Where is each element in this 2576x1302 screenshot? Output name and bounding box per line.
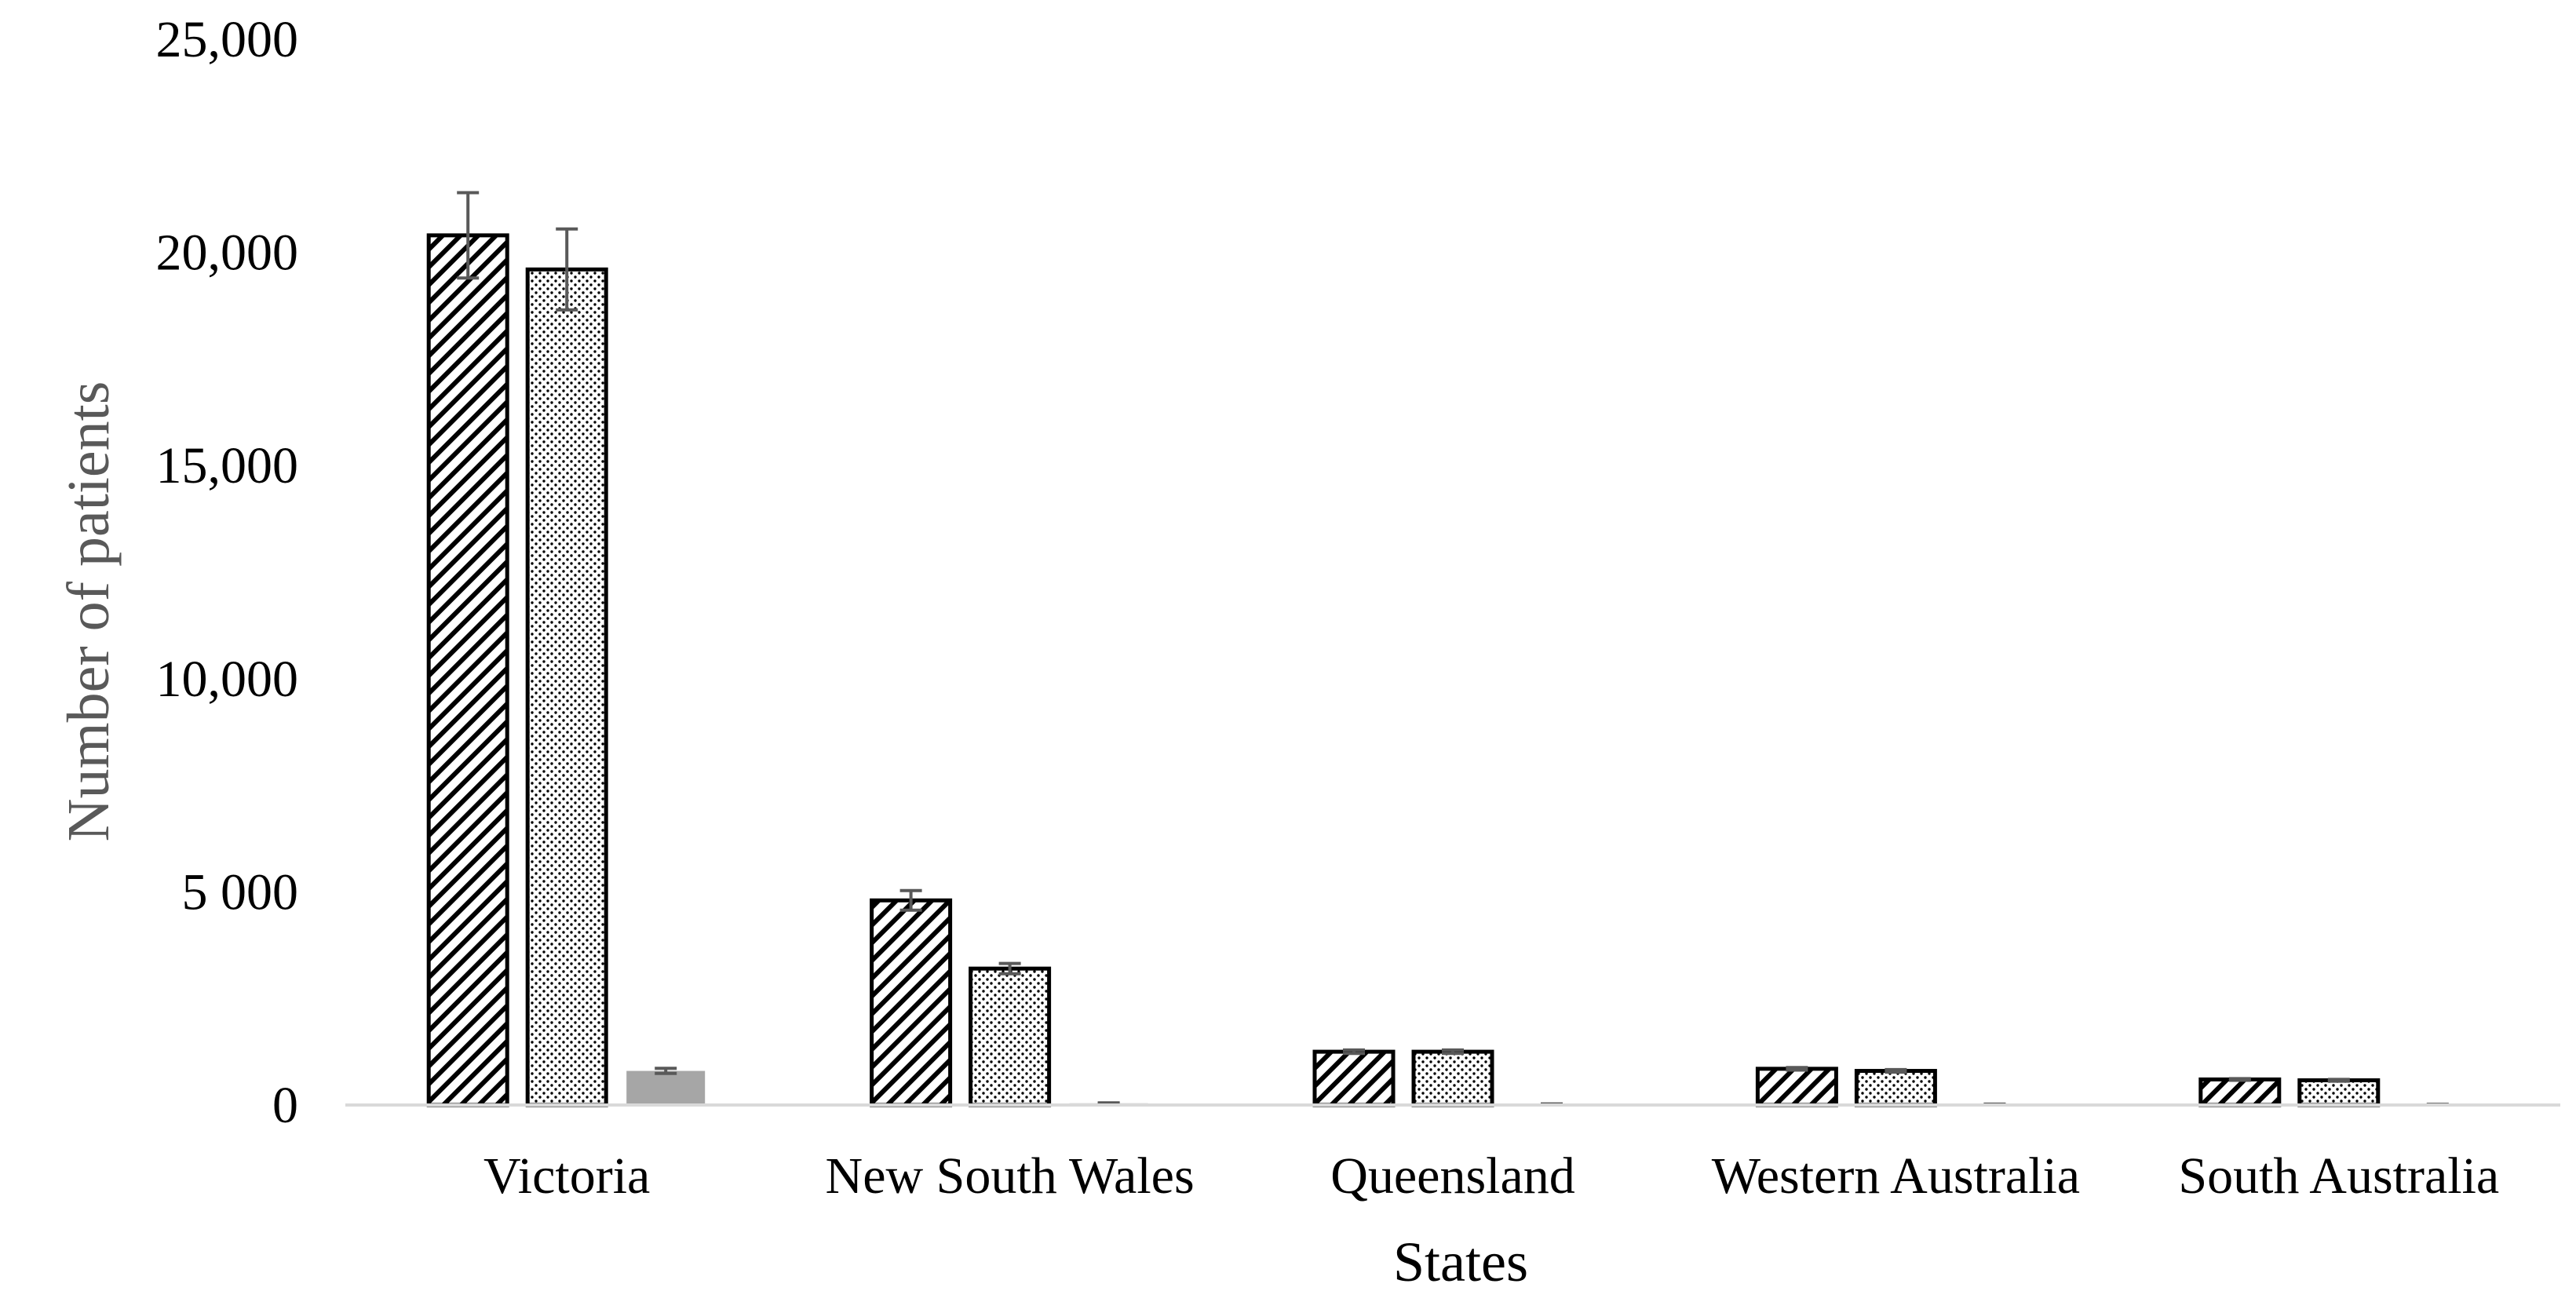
bar-queensland-series-1: [1312, 1049, 1396, 1107]
bar-south-australia-series-1: [2198, 1077, 2282, 1107]
y-tick-label: 15,000: [156, 437, 299, 494]
y-tick-label: 20,000: [156, 224, 299, 282]
x-tick-label: Western Australia: [1712, 1147, 2080, 1205]
y-tick-label: 25,000: [156, 11, 299, 68]
bar-queensland-series-2: [1411, 1049, 1494, 1107]
bar-victoria-series-1: [426, 233, 509, 1107]
x-tick-label: Victoria: [483, 1147, 650, 1205]
bar-western-australia-series-1: [1755, 1067, 1838, 1107]
bar-victoria-series-3: [626, 1070, 706, 1105]
x-tick-label: South Australia: [2178, 1147, 2499, 1205]
y-tick-label: 10,000: [156, 651, 299, 708]
y-tick-label: 0: [272, 1077, 298, 1134]
bar-new-south-wales-series-1: [870, 898, 953, 1107]
x-axis-title: States: [1393, 1231, 1528, 1293]
y-axis-title: Number of patients: [56, 381, 122, 842]
y-tick-label: 5 000: [182, 863, 299, 921]
bar-victoria-series-2: [525, 267, 608, 1107]
bars: [426, 191, 2477, 1107]
bar-new-south-wales-series-2: [969, 966, 1052, 1107]
y-axis-ticks: 0 5 000 10,000 15,000 20,000 25,000: [156, 11, 299, 1134]
x-tick-label: Queensland: [1330, 1147, 1575, 1205]
bar-western-australia-series-2: [1854, 1069, 1937, 1107]
x-axis-ticks: Victoria New South Wales Queensland Western…: [483, 1147, 2499, 1205]
x-tick-label: New South Wales: [826, 1147, 1195, 1205]
bar-south-australia-series-2: [2297, 1078, 2381, 1107]
